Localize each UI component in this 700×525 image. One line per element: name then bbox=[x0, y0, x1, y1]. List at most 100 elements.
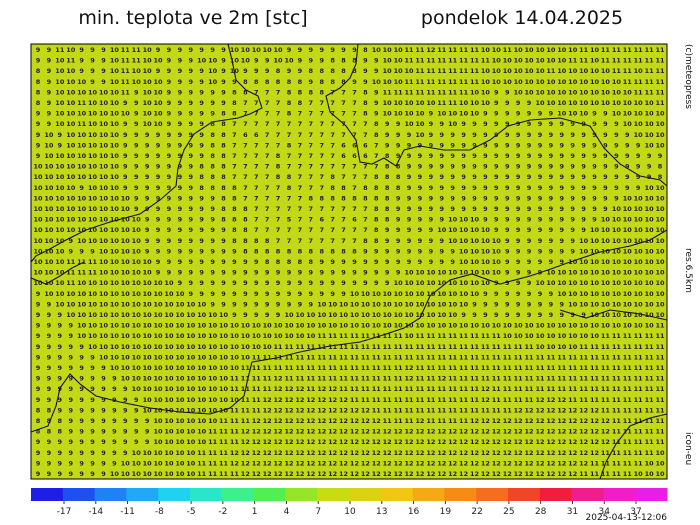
grid-value: 9 bbox=[156, 152, 161, 160]
grid-value: 7 bbox=[309, 141, 314, 149]
grid-value: 9 bbox=[516, 131, 521, 139]
grid-value: 10 bbox=[66, 110, 76, 118]
grid-value: 10 bbox=[634, 269, 644, 277]
grid-value: 8 bbox=[221, 184, 226, 192]
grid-value: 11 bbox=[459, 343, 469, 351]
grid-value: 10 bbox=[77, 173, 87, 181]
grid-value: 10 bbox=[394, 67, 404, 75]
grid-value: 11 bbox=[230, 428, 240, 436]
grid-value: 7 bbox=[330, 131, 335, 139]
grid-value: 9 bbox=[210, 237, 215, 245]
grid-value: 7 bbox=[341, 163, 346, 171]
grid-value: 7 bbox=[352, 184, 357, 192]
grid-value: 10 bbox=[274, 57, 284, 65]
grid-value: 7 bbox=[319, 237, 324, 245]
grid-value: 9 bbox=[254, 269, 259, 277]
grid-value: 8 bbox=[287, 88, 292, 96]
grid-value: 9 bbox=[450, 173, 455, 181]
grid-value: 9 bbox=[341, 269, 346, 277]
grid-value: 11 bbox=[612, 46, 622, 54]
grid-value: 10 bbox=[132, 78, 142, 86]
grid-value: 7 bbox=[276, 184, 281, 192]
grid-value: 9 bbox=[549, 311, 554, 319]
grid-value: 9 bbox=[101, 385, 106, 393]
grid-value: 10 bbox=[645, 237, 655, 245]
grid-value: 9 bbox=[79, 459, 84, 467]
grid-value: 10 bbox=[634, 300, 644, 308]
grid-value: 9 bbox=[483, 163, 488, 171]
grid-value: 8 bbox=[221, 120, 226, 128]
grid-value: 9 bbox=[439, 184, 444, 192]
grid-value: 12 bbox=[284, 385, 293, 393]
grid-value: 10 bbox=[230, 46, 240, 54]
grid-value: 12 bbox=[306, 406, 315, 414]
grid-value: 9 bbox=[156, 269, 161, 277]
grid-value: 10 bbox=[121, 110, 131, 118]
grid-value: 12 bbox=[481, 470, 490, 478]
grid-value: 9 bbox=[483, 152, 488, 160]
grid-value: 9 bbox=[527, 237, 532, 245]
grid-value: 9 bbox=[134, 152, 139, 160]
grid-value: 11 bbox=[448, 396, 458, 404]
grid-value: 12 bbox=[415, 449, 424, 457]
grid-value: 10 bbox=[77, 290, 87, 298]
grid-value: 9 bbox=[581, 141, 586, 149]
grid-value: 10 bbox=[88, 226, 98, 234]
grid-value: 12 bbox=[437, 470, 446, 478]
grid-value: 10 bbox=[77, 216, 87, 224]
grid-value: 11 bbox=[634, 385, 644, 393]
grid-value: 11 bbox=[655, 99, 665, 107]
grid-value: 10 bbox=[175, 343, 185, 351]
grid-value: 11 bbox=[459, 57, 469, 65]
grid-value: 10 bbox=[514, 67, 524, 75]
grid-value: 10 bbox=[568, 78, 578, 86]
grid-value: 10 bbox=[208, 67, 218, 75]
grid-value: 10 bbox=[612, 258, 622, 266]
grid-value: 10 bbox=[394, 110, 404, 118]
grid-value: 11 bbox=[514, 364, 524, 372]
grid-value: 10 bbox=[634, 237, 644, 245]
colorbar-swatch bbox=[285, 488, 318, 501]
grid-value: 8 bbox=[385, 184, 390, 192]
grid-value: 9 bbox=[156, 46, 161, 54]
grid-value: 10 bbox=[481, 226, 491, 234]
grid-value: 10 bbox=[404, 110, 414, 118]
grid-value: 11 bbox=[66, 279, 76, 287]
grid-value: 9 bbox=[145, 194, 150, 202]
grid-value: 12 bbox=[492, 438, 501, 446]
grid-value: 8 bbox=[287, 110, 292, 118]
grid-value: 10 bbox=[645, 194, 655, 202]
grid-value: 9 bbox=[494, 216, 499, 224]
grid-value: 9 bbox=[527, 152, 532, 160]
grid-value: 9 bbox=[319, 57, 324, 65]
grid-value: 10 bbox=[208, 311, 218, 319]
grid-value: 10 bbox=[154, 279, 164, 287]
grid-value: 10 bbox=[601, 290, 611, 298]
grid-value: 9 bbox=[134, 163, 139, 171]
grid-value: 9 bbox=[418, 226, 423, 234]
grid-value: 10 bbox=[590, 88, 600, 96]
grid-value: 11 bbox=[361, 364, 371, 372]
grid-value: 10 bbox=[110, 194, 120, 202]
grid-value: 9 bbox=[189, 163, 194, 171]
grid-value: 9 bbox=[232, 300, 237, 308]
grid-value: 7 bbox=[265, 226, 270, 234]
grid-value: 9 bbox=[560, 226, 565, 234]
grid-value: 12 bbox=[339, 470, 348, 478]
grid-value: 11 bbox=[612, 364, 622, 372]
grid-value: 9 bbox=[439, 247, 444, 255]
grid-value: 9 bbox=[494, 152, 499, 160]
grid-value: 9 bbox=[189, 141, 194, 149]
grid-value: 10 bbox=[164, 396, 174, 404]
grid-value: 9 bbox=[374, 67, 379, 75]
grid-value: 11 bbox=[415, 46, 425, 54]
grid-value: 10 bbox=[99, 226, 109, 234]
grid-value: 11 bbox=[623, 459, 633, 467]
grid-value: 7 bbox=[352, 237, 357, 245]
grid-value: 12 bbox=[350, 428, 359, 436]
grid-value: 9 bbox=[145, 141, 150, 149]
grid-value: 9 bbox=[68, 385, 73, 393]
grid-value: 10 bbox=[110, 99, 120, 107]
grid-value: 9 bbox=[167, 163, 172, 171]
grid-value: 11 bbox=[252, 385, 262, 393]
